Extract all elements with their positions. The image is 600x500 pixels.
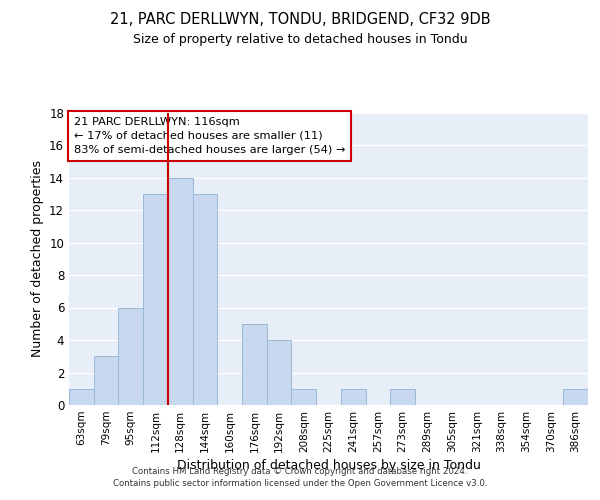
Bar bbox=[118, 308, 143, 405]
Bar bbox=[94, 356, 118, 405]
Bar bbox=[193, 194, 217, 405]
Bar bbox=[563, 389, 588, 405]
Bar bbox=[143, 194, 168, 405]
Y-axis label: Number of detached properties: Number of detached properties bbox=[31, 160, 44, 357]
Text: 21, PARC DERLLWYN, TONDU, BRIDGEND, CF32 9DB: 21, PARC DERLLWYN, TONDU, BRIDGEND, CF32… bbox=[110, 12, 490, 28]
X-axis label: Distribution of detached houses by size in Tondu: Distribution of detached houses by size … bbox=[176, 459, 481, 472]
Text: 21 PARC DERLLWYN: 116sqm
← 17% of detached houses are smaller (11)
83% of semi-d: 21 PARC DERLLWYN: 116sqm ← 17% of detach… bbox=[74, 117, 346, 155]
Text: Size of property relative to detached houses in Tondu: Size of property relative to detached ho… bbox=[133, 32, 467, 46]
Bar bbox=[341, 389, 365, 405]
Bar bbox=[292, 389, 316, 405]
Bar bbox=[242, 324, 267, 405]
Bar bbox=[267, 340, 292, 405]
Bar bbox=[168, 178, 193, 405]
Bar bbox=[390, 389, 415, 405]
Bar bbox=[69, 389, 94, 405]
Text: Contains HM Land Registry data © Crown copyright and database right 2024.
Contai: Contains HM Land Registry data © Crown c… bbox=[113, 466, 487, 487]
